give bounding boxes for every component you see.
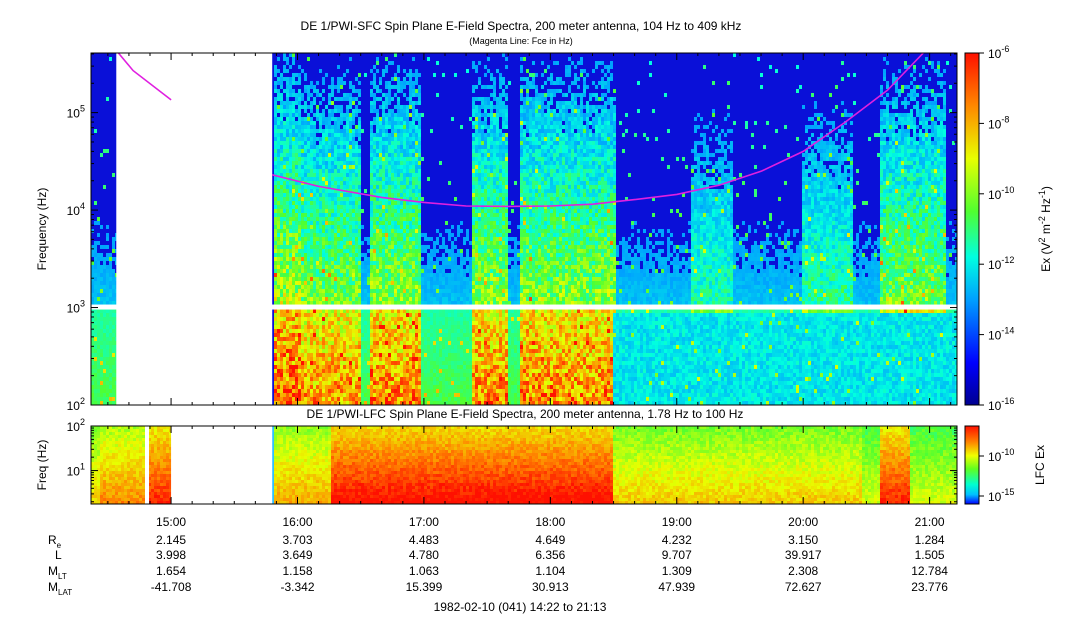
ephem-value-2-3: 1.104: [535, 564, 565, 578]
ephem-value-0-1: 3.703: [282, 533, 312, 547]
ephem-value-1-1: 3.649: [282, 548, 312, 562]
ephem-label-3: MLAT: [48, 580, 72, 597]
fce-line: [117, 53, 924, 208]
lfc-colorbar: [964, 425, 980, 505]
lfc-y-tick-label-0: 101: [67, 462, 85, 479]
time-axis: 15:00 16:00 17:00 18:00 19:00 20:00 21:00: [107, 53, 952, 529]
sfc-y-tick-label-0: 102: [67, 396, 85, 413]
sfc-cbar-tick-0: 10-6: [988, 44, 1009, 61]
sfc-y-tick-label-2: 104: [67, 201, 85, 218]
ephem-value-3-1: -3.342: [280, 580, 314, 594]
footer-time-range: 1982-02-10 (041) 14:22 to 21:13: [434, 600, 607, 614]
sfc-colorbar-ticks: 10-6 10-8 10-10 10-12 10-14 10-16: [979, 44, 1014, 413]
ephem-value-1-5: 39.917: [785, 548, 822, 562]
sfc-cbar-tick-2: 10-10: [988, 185, 1014, 202]
ephem-value-0-6: 1.284: [915, 533, 945, 547]
ephem-value-1-0: 3.998: [156, 548, 186, 562]
ephem-value-1-6: 1.505: [915, 548, 945, 562]
time-tick-4: 19:00: [662, 515, 692, 529]
ephem-value-0-5: 3.150: [788, 533, 818, 547]
lfc-colorbar-label: LFC Ex: [1033, 445, 1047, 485]
sfc-cbar-tick-3: 10-12: [988, 255, 1014, 272]
time-tick-0: 15:00: [156, 515, 186, 529]
time-tick-1: 16:00: [282, 515, 312, 529]
lfc-y-label: Freq (Hz): [35, 440, 49, 491]
ephem-value-3-0: -41.708: [151, 580, 192, 594]
fce-segment-0: [117, 53, 172, 101]
ephem-label-2: MLT: [48, 564, 67, 581]
sfc-y-tick-label-3: 105: [67, 104, 85, 121]
ephem-value-0-4: 4.232: [662, 533, 692, 547]
lfc-colorbar-ticks: 10-10 10-15: [979, 447, 1014, 504]
ephem-value-0-2: 4.483: [409, 533, 439, 547]
ephem-value-2-6: 12.784: [911, 564, 948, 578]
ephem-value-1-2: 4.780: [409, 548, 439, 562]
lfc-spectrogram: [91, 426, 957, 504]
sfc-plot-frame: [90, 52, 958, 406]
sfc-colorbar: [964, 52, 980, 406]
ephem-value-2-5: 2.308: [788, 564, 818, 578]
sfc-y-tick-label-1: 103: [67, 299, 85, 316]
ephem-label-1: L: [55, 548, 62, 562]
time-tick-2: 17:00: [409, 515, 439, 529]
sfc-subtitle: (Magenta Line: Fce in Hz): [469, 36, 573, 46]
sfc-cbar-tick-5: 10-16: [988, 396, 1014, 413]
lfc-plot-frame: [90, 425, 958, 505]
ephem-value-2-2: 1.063: [409, 564, 439, 578]
time-tick-6: 21:00: [915, 515, 945, 529]
sfc-title: DE 1/PWI-SFC Spin Plane E-Field Spectra,…: [301, 19, 742, 33]
fce-segment-1: [272, 53, 924, 208]
ephem-value-3-5: 72.627: [785, 580, 822, 594]
sfc-cbar-tick-4: 10-14: [988, 326, 1014, 343]
ephem-value-3-4: 47.939: [658, 580, 695, 594]
lfc-y-tick-label-1: 102: [67, 417, 85, 434]
ephem-value-1-3: 6.356: [535, 548, 565, 562]
ephem-value-2-4: 1.309: [662, 564, 692, 578]
sfc-cbar-tick-1: 10-8: [988, 114, 1009, 131]
sfc-spectrogram: [91, 53, 957, 405]
ephem-value-3-2: 15.399: [406, 580, 443, 594]
ephem-value-2-0: 1.654: [156, 564, 186, 578]
ephem-value-1-4: 9.707: [662, 548, 692, 562]
sfc-y-label: Frequency (Hz): [35, 188, 49, 271]
ephem-value-0-0: 2.145: [156, 533, 186, 547]
lfc-title: DE 1/PWI-LFC Spin Plane E-Field Spectra,…: [307, 407, 744, 421]
time-tick-5: 20:00: [788, 515, 818, 529]
ephem-value-3-3: 30.913: [532, 580, 569, 594]
ephem-value-2-1: 1.158: [282, 564, 312, 578]
ephem-value-0-3: 4.649: [535, 533, 565, 547]
sfc-colorbar-label: Ex (V2 m-2 Hz-1): [1037, 186, 1053, 272]
ephem-value-3-6: 23.776: [911, 580, 948, 594]
time-tick-3: 18:00: [535, 515, 565, 529]
lfc-cbar-tick-1: 10-15: [988, 487, 1014, 504]
lfc-cbar-tick-0: 10-10: [988, 447, 1014, 464]
